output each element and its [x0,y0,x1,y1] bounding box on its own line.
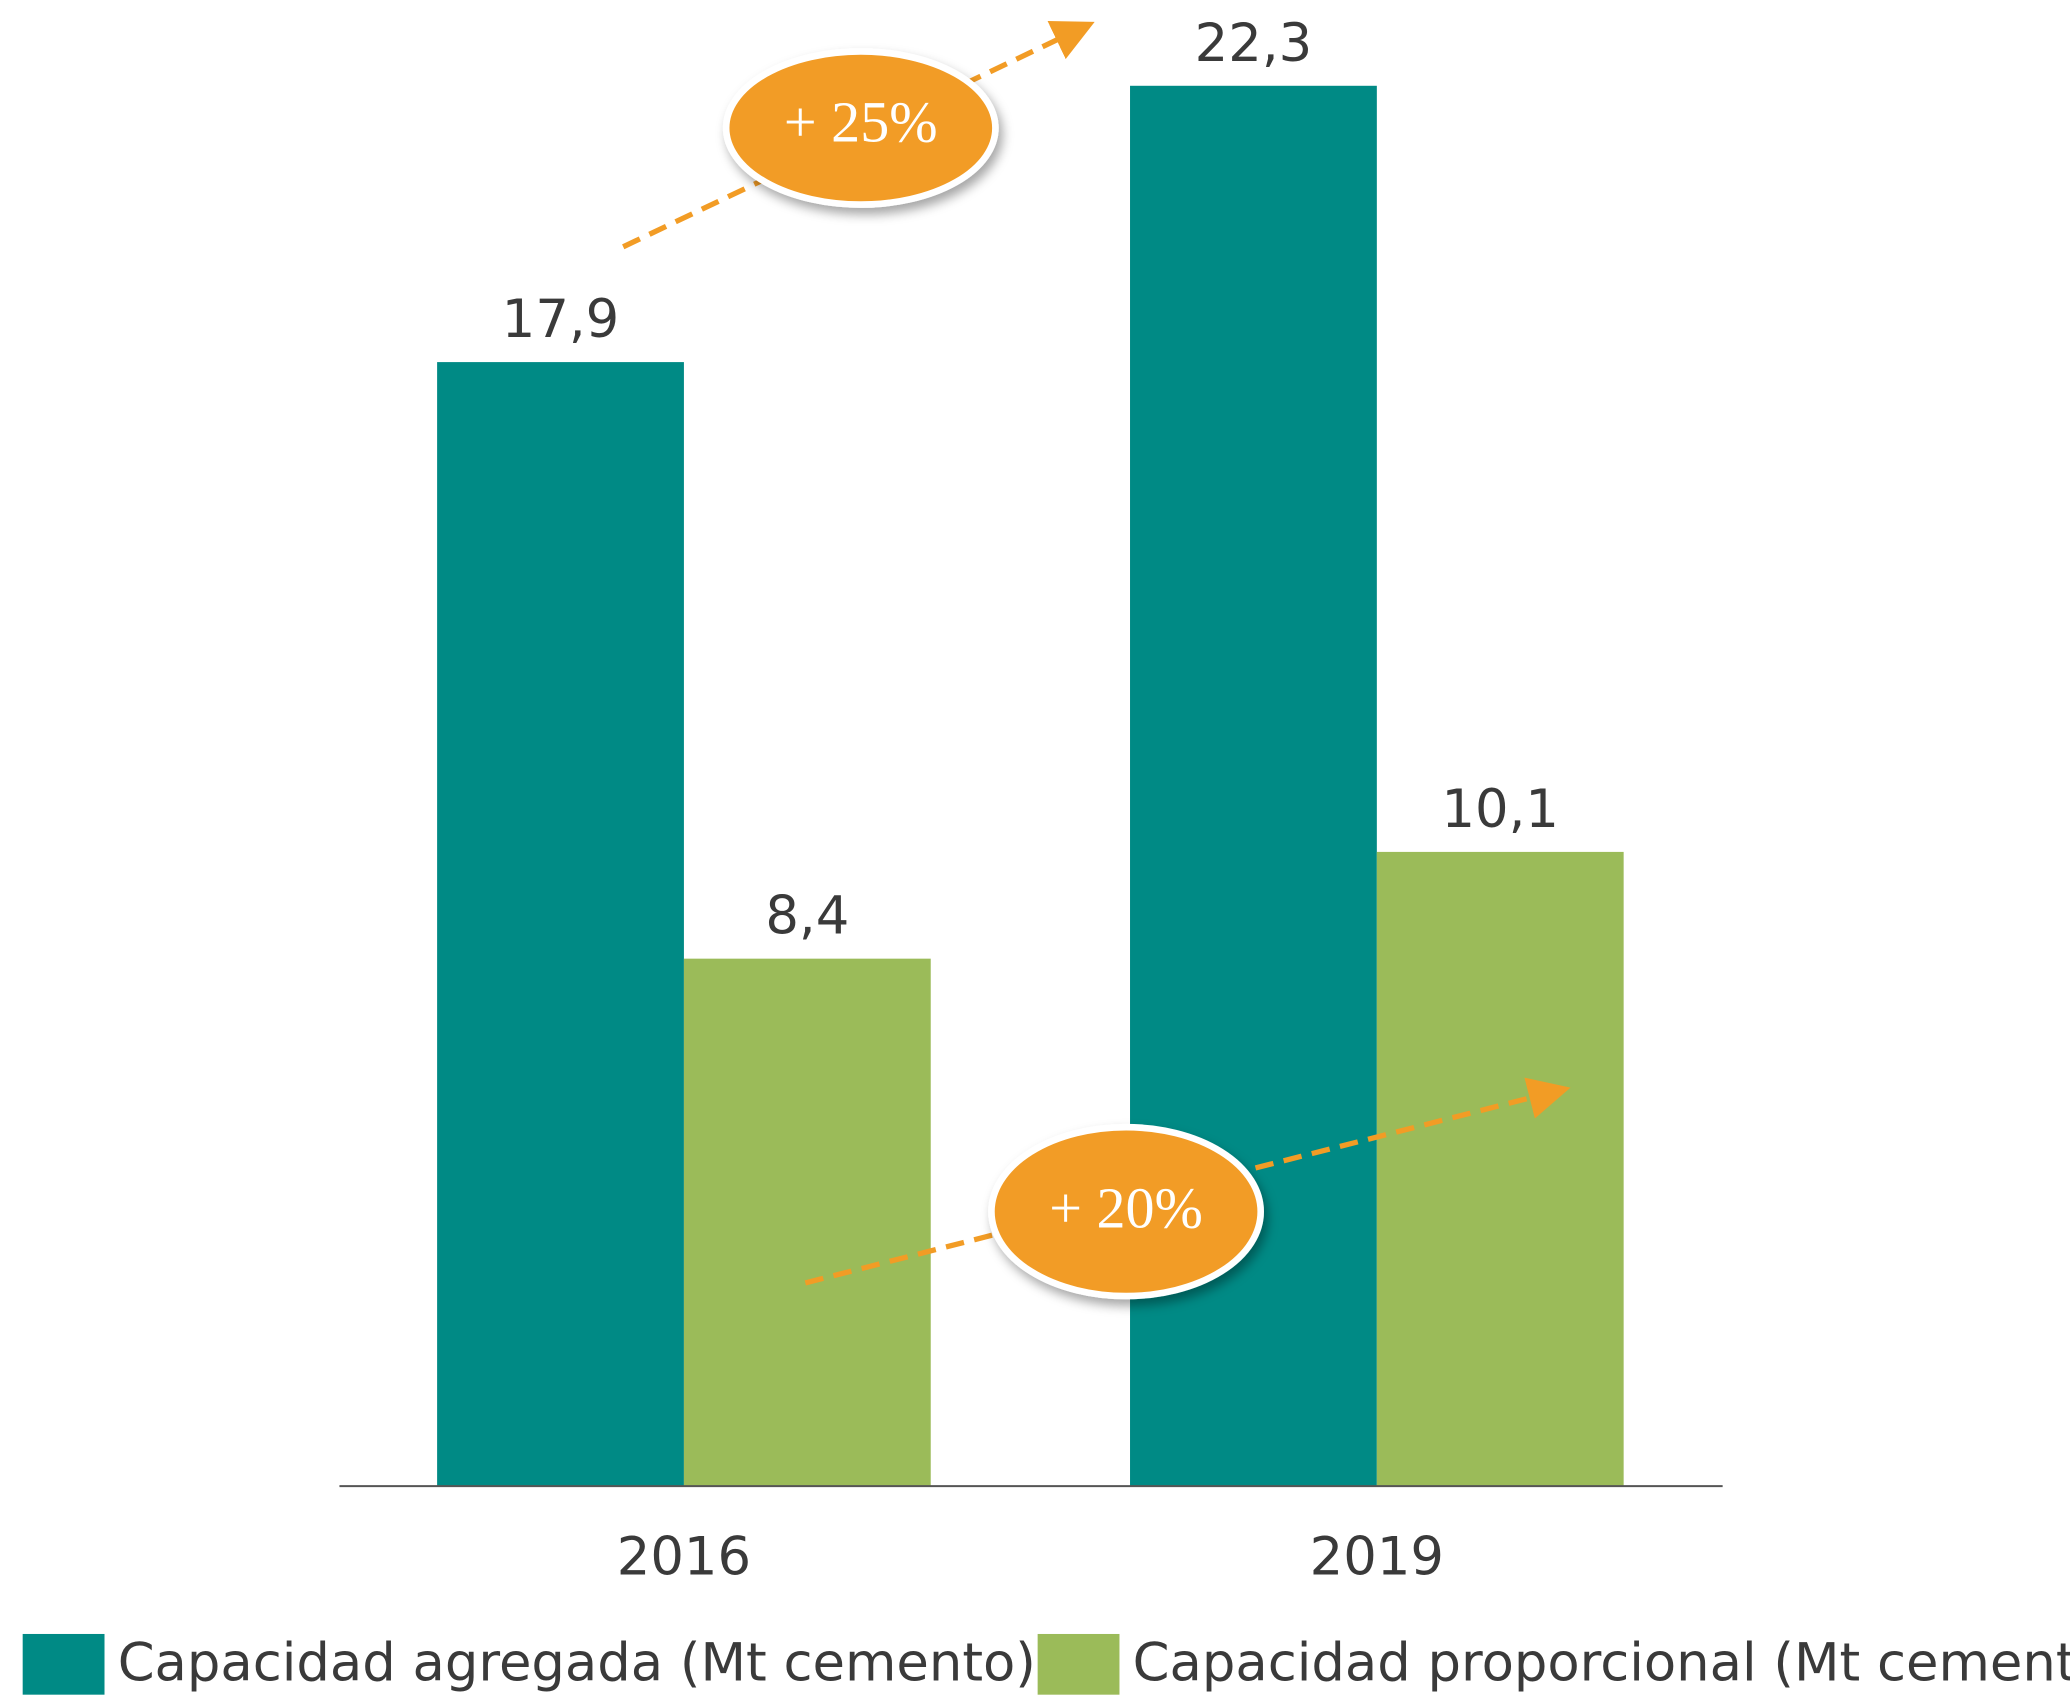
legend-swatch [1037,1633,1120,1695]
bar [437,362,684,1487]
bar [683,958,931,1487]
x-tick-label: 2016 [617,1527,751,1588]
value-label: 10,1 [1441,779,1559,840]
legend: Capacidad agregada (Mt cemento) Capacidad… [22,1632,2070,1695]
legend-label: Capacidad agregada (Mt cemento) [118,1632,1036,1693]
x-tick-label: 2019 [1310,1527,1444,1588]
bar [1376,851,1624,1487]
annotation: + 20% [1049,1176,1203,1241]
plot: 2016 17,9 8,4 2019 22,3 10,1 [437,13,1624,1588]
annotation: + 25% [784,89,938,154]
legend-label: Capacidad proporcional (Mt cemento) [1133,1632,2070,1693]
badge [722,48,999,208]
value-label: 8,4 [765,886,849,947]
badge [988,1123,1264,1300]
legend-swatch [22,1633,105,1695]
value-label: 17,9 [502,289,620,350]
value-label: 22,3 [1195,13,1313,74]
